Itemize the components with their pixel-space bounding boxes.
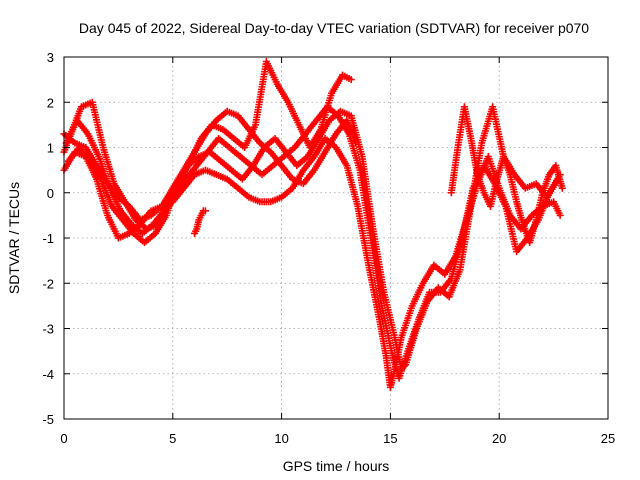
y-tick-label: -5 (42, 412, 54, 427)
y-tick-labels: -5 -4 -3 -2 -1 0 1 2 3 (42, 50, 54, 427)
x-tick-label: 5 (169, 431, 176, 446)
y-tick-label: -1 (42, 231, 54, 246)
y-tick-label: 3 (47, 50, 54, 65)
x-tick-label: 15 (383, 431, 397, 446)
x-tick-label: 0 (60, 431, 67, 446)
x-axis-label: GPS time / hours (283, 458, 390, 474)
data-point-marker (347, 76, 355, 84)
grid-lines (64, 57, 608, 419)
data-point-marker (558, 184, 566, 192)
series-trace-4 (64, 103, 562, 373)
data-point-marker (201, 207, 209, 215)
x-tick-label: 10 (274, 431, 288, 446)
y-tick-label: 0 (47, 186, 54, 201)
x-tick-labels: 0 5 10 15 20 25 (60, 431, 615, 446)
y-tick-label: -2 (42, 276, 54, 291)
series-trace-6 (447, 103, 566, 247)
y-axis-label: SDTVAR / TECUs (6, 182, 22, 294)
chart-title: Day 045 of 2022, Sidereal Day-to-day VTE… (79, 20, 589, 36)
x-tick-label: 25 (601, 431, 615, 446)
x-tick-label: 20 (492, 431, 506, 446)
y-tick-label: -3 (42, 322, 54, 337)
data-points (60, 58, 566, 391)
y-tick-label: 1 (47, 141, 54, 156)
series-trace-7 (191, 207, 209, 237)
y-tick-label: -4 (42, 367, 54, 382)
data-point-marker (556, 211, 564, 219)
y-tick-label: 2 (47, 95, 54, 110)
axis-ticks (63, 56, 609, 420)
